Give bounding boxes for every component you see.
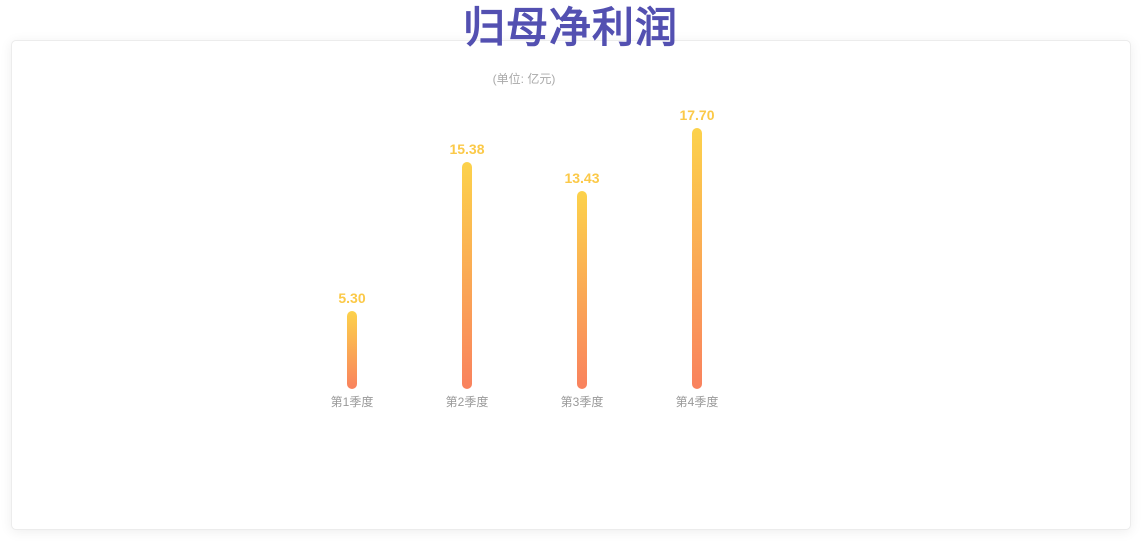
value-label: 17.70 <box>679 107 715 123</box>
value-label: 5.30 <box>338 290 366 306</box>
value-label: 15.38 <box>449 141 485 157</box>
x-axis-label: 第3季度 <box>560 395 604 409</box>
chart-card <box>11 40 1131 530</box>
x-axis-label: 第2季度 <box>445 395 489 409</box>
bar[interactable] <box>347 311 357 389</box>
bar[interactable] <box>577 191 587 389</box>
chart-subtitle: (单位: 亿元) <box>492 72 556 86</box>
value-label: 13.43 <box>564 170 600 186</box>
chart-title: 归母净利润 <box>462 4 678 51</box>
bar[interactable] <box>692 128 702 389</box>
x-axis-label: 第1季度 <box>330 395 374 409</box>
bar[interactable] <box>462 162 472 389</box>
x-axis-label: 第4季度 <box>675 395 719 409</box>
